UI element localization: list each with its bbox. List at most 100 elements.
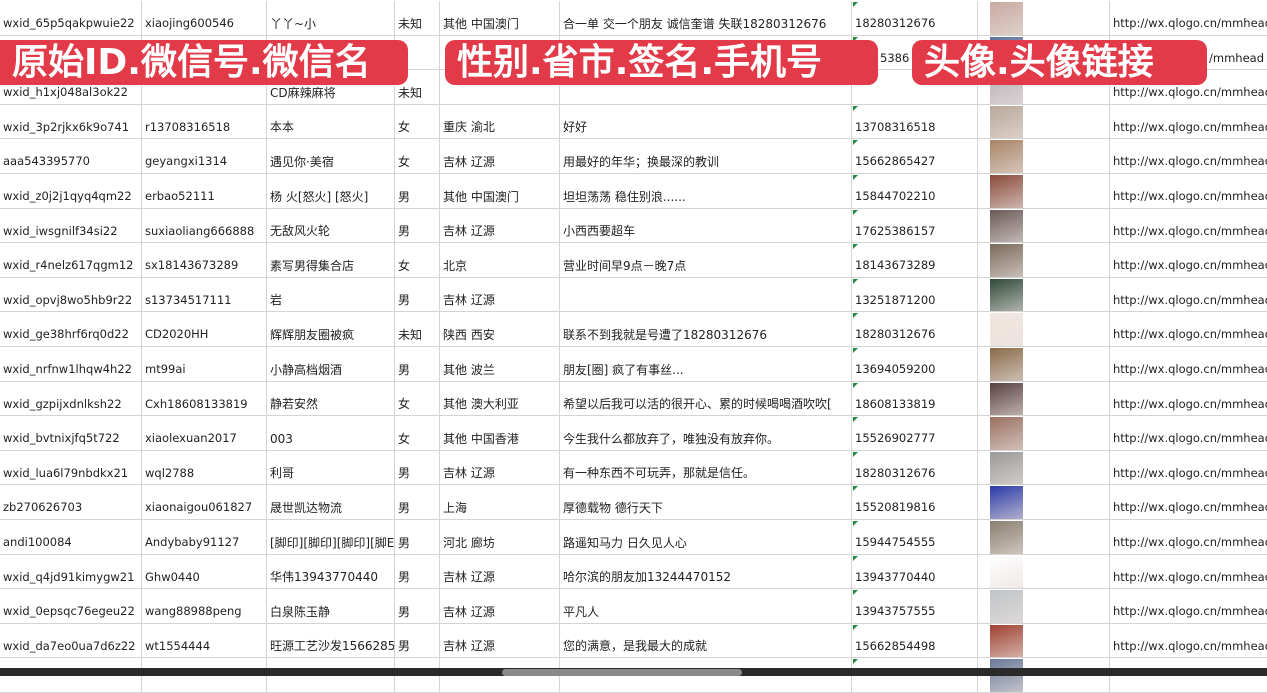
original-id-cell[interactable]: wxid_opvj8wo5hb9r22 (0, 278, 142, 312)
region-cell[interactable]: 其他 中国香港 (440, 416, 560, 450)
signature-cell[interactable]: 今生我什么都放弃了，唯独没有放弃你。 (560, 416, 852, 450)
gender-cell[interactable]: 男 (395, 555, 440, 589)
original-id-cell[interactable]: wxid_iwsgnilf34si22 (0, 209, 142, 243)
signature-cell[interactable]: 好好 (560, 105, 852, 139)
avatar-cell[interactable] (978, 485, 1110, 519)
avatar-url-cell[interactable]: http://wx.qlogo.cn/mmhead (1110, 174, 1267, 208)
phone-cell[interactable]: 13943757555 (852, 589, 978, 623)
original-id-cell[interactable]: wxid_r4nelz617qgm12 (0, 243, 142, 277)
signature-cell[interactable]: 朋友[圈] 疯了有事丝... (560, 347, 852, 381)
avatar-url-cell[interactable]: http://wx.qlogo.cn/mmhead (1110, 485, 1267, 519)
signature-cell[interactable] (560, 278, 852, 312)
wechat-id-cell[interactable]: CD2020HH (142, 312, 267, 346)
phone-cell[interactable]: 13251871200 (852, 278, 978, 312)
region-cell[interactable]: 其他 澳大利亚 (440, 382, 560, 416)
nickname-cell[interactable]: 003 (267, 416, 395, 450)
gender-cell[interactable]: 男 (395, 347, 440, 381)
avatar-cell[interactable] (978, 416, 1110, 450)
phone-cell[interactable]: 15844702210 (852, 174, 978, 208)
avatar-cell[interactable] (978, 589, 1110, 623)
wechat-id-cell[interactable]: Cxh18608133819 (142, 382, 267, 416)
avatar-url-cell[interactable]: http://wx.qlogo.cn/mmhead (1110, 209, 1267, 243)
avatar-cell[interactable] (978, 209, 1110, 243)
avatar-url-cell[interactable]: http://wx.qlogo.cn/mmhead (1110, 520, 1267, 554)
region-cell[interactable]: 其他 波兰 (440, 347, 560, 381)
wechat-id-cell[interactable]: sx18143673289 (142, 243, 267, 277)
avatar-url-cell[interactable]: http://wx.qlogo.cn/mmhead (1110, 1, 1267, 35)
nickname-cell[interactable]: 杨 火[怒火] [怒火] (267, 174, 395, 208)
avatar-url-cell[interactable]: http://wx.qlogo.cn/mmhead (1110, 278, 1267, 312)
gender-cell[interactable]: 女 (395, 416, 440, 450)
wechat-id-cell[interactable]: suxiaoliang666888 (142, 209, 267, 243)
region-cell[interactable]: 吉林 辽源 (440, 209, 560, 243)
avatar-url-cell[interactable]: http://wx.qlogo.cn/mmhead (1110, 347, 1267, 381)
nickname-cell[interactable]: 无敌风火轮 (267, 209, 395, 243)
region-cell[interactable]: 吉林 辽源 (440, 624, 560, 658)
avatar-cell[interactable] (978, 243, 1110, 277)
gender-cell[interactable]: 男 (395, 278, 440, 312)
original-id-cell[interactable]: wxid_0epsqc76egeu22 (0, 589, 142, 623)
nickname-cell[interactable]: 晟世凯达物流 (267, 485, 395, 519)
avatar-url-cell[interactable]: http://wx.qlogo.cn/mmhead (1110, 451, 1267, 485)
region-cell[interactable]: 吉林 辽源 (440, 139, 560, 173)
avatar-cell[interactable] (978, 312, 1110, 346)
avatar-cell[interactable] (978, 520, 1110, 554)
avatar-url-cell[interactable]: http://wx.qlogo.cn/mmhead (1110, 589, 1267, 623)
nickname-cell[interactable]: 利哥 (267, 451, 395, 485)
phone-cell[interactable]: 15944754555 (852, 520, 978, 554)
gender-cell[interactable]: 男 (395, 520, 440, 554)
original-id-cell[interactable]: wxid_3p2rjkx6k9o741 (0, 105, 142, 139)
gender-cell[interactable]: 男 (395, 451, 440, 485)
avatar-url-cell[interactable]: http://wx.qlogo.cn/mmhead (1110, 382, 1267, 416)
region-cell[interactable]: 吉林 辽源 (440, 555, 560, 589)
avatar-cell[interactable] (978, 347, 1110, 381)
nickname-cell[interactable]: 本本 (267, 105, 395, 139)
signature-cell[interactable]: 希望以后我可以活的很开心、累的时候喝喝酒吹吹[ (560, 382, 852, 416)
avatar-cell[interactable] (978, 451, 1110, 485)
original-id-cell[interactable]: wxid_65p5qakpwuie22 (0, 1, 142, 35)
gender-cell[interactable]: 男 (395, 485, 440, 519)
original-id-cell[interactable]: wxid_lua6l79nbdkx21 (0, 451, 142, 485)
phone-cell[interactable]: 18280312676 (852, 1, 978, 35)
region-cell[interactable]: 吉林 辽源 (440, 451, 560, 485)
nickname-cell[interactable]: 丫丫~小 (267, 1, 395, 35)
phone-cell[interactable]: 18608133819 (852, 382, 978, 416)
signature-cell[interactable]: 小西西要超车 (560, 209, 852, 243)
gender-cell[interactable]: 未知 (395, 312, 440, 346)
nickname-cell[interactable]: 旺源工艺沙发15662854 (267, 624, 395, 658)
original-id-cell[interactable]: wxid_gzpijxdnlksh22 (0, 382, 142, 416)
wechat-id-cell[interactable]: wang88988peng (142, 589, 267, 623)
wechat-id-cell[interactable]: wql2788 (142, 451, 267, 485)
nickname-cell[interactable]: 辉辉朋友圈被疯 (267, 312, 395, 346)
signature-cell[interactable]: 用最好的年华；换最深的教训 (560, 139, 852, 173)
wechat-id-cell[interactable]: r13708316518 (142, 105, 267, 139)
avatar-cell[interactable] (978, 174, 1110, 208)
gender-cell[interactable]: 男 (395, 209, 440, 243)
original-id-cell[interactable]: wxid_bvtnixjfq5t722 (0, 416, 142, 450)
avatar-url-cell[interactable]: http://wx.qlogo.cn/mmhead (1110, 416, 1267, 450)
signature-cell[interactable]: 合一单 交一个朋友 诚信奎谱 失联18280312676 (560, 1, 852, 35)
wechat-id-cell[interactable]: mt99ai (142, 347, 267, 381)
wechat-id-cell[interactable]: Andybaby91127 (142, 520, 267, 554)
signature-cell[interactable]: 平凡人 (560, 589, 852, 623)
avatar-cell[interactable] (978, 1, 1110, 35)
wechat-id-cell[interactable]: xiaonaigou061827 (142, 485, 267, 519)
phone-cell[interactable]: 18280312676 (852, 312, 978, 346)
region-cell[interactable]: 上海 (440, 485, 560, 519)
avatar-url-cell[interactable]: http://wx.qlogo.cn/mmhead (1110, 139, 1267, 173)
avatar-cell[interactable] (978, 555, 1110, 589)
signature-cell[interactable]: 营业时间早9点－晚7点 (560, 243, 852, 277)
avatar-cell[interactable] (978, 105, 1110, 139)
nickname-cell[interactable]: [脚印][脚印][脚印][脚E (267, 520, 395, 554)
original-id-cell[interactable]: wxid_nrfnw1lhqw4h22 (0, 347, 142, 381)
avatar-cell[interactable] (978, 624, 1110, 658)
gender-cell[interactable]: 男 (395, 174, 440, 208)
nickname-cell[interactable]: 岩 (267, 278, 395, 312)
signature-cell[interactable]: 有一种东西不可玩弄，那就是信任。 (560, 451, 852, 485)
gender-cell[interactable]: 男 (395, 589, 440, 623)
gender-cell[interactable]: 男 (395, 624, 440, 658)
original-id-cell[interactable]: wxid_da7eo0ua7d6z22 (0, 624, 142, 658)
nickname-cell[interactable]: 静若安然 (267, 382, 395, 416)
signature-cell[interactable]: 哈尔滨的朋友加13244470152 (560, 555, 852, 589)
phone-cell[interactable]: 15662865427 (852, 139, 978, 173)
